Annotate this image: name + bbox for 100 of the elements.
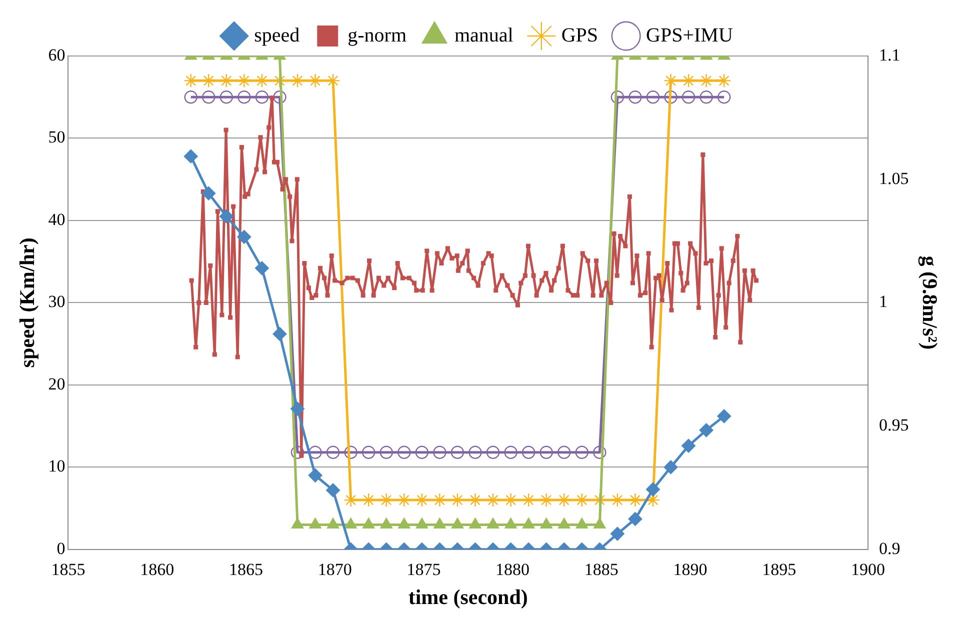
point <box>344 518 357 528</box>
point <box>699 74 714 88</box>
y2-tick-label: 1.05 <box>879 168 909 188</box>
point <box>504 446 518 459</box>
point <box>416 518 428 528</box>
point <box>309 518 322 528</box>
point <box>184 149 198 164</box>
point <box>664 460 678 474</box>
point <box>219 74 234 88</box>
point <box>540 446 553 459</box>
point <box>504 518 517 528</box>
y2-tick-label: 0.95 <box>879 416 909 435</box>
point <box>362 518 375 528</box>
point <box>575 446 588 459</box>
point <box>379 492 394 508</box>
point <box>682 438 696 453</box>
point <box>594 518 606 528</box>
x-tick-label: 1890 <box>673 560 708 580</box>
point <box>308 468 322 482</box>
point <box>326 446 340 459</box>
point <box>326 518 340 528</box>
point <box>308 74 322 88</box>
point <box>576 518 588 528</box>
point <box>202 186 216 200</box>
x-tick-label: 1860 <box>140 560 174 580</box>
point <box>557 492 572 508</box>
point <box>504 492 518 508</box>
point <box>610 90 624 104</box>
point <box>540 518 552 528</box>
legend-label: GPS+IMU <box>646 24 734 46</box>
point <box>362 446 376 459</box>
point <box>628 492 642 508</box>
y-tick-label: 30 <box>48 292 66 312</box>
point <box>486 446 500 459</box>
point <box>398 518 410 528</box>
y-axis-title: speed (Km/hr) <box>15 238 40 368</box>
y-tick-label: 50 <box>48 128 66 147</box>
point <box>558 518 570 528</box>
x-tick-label: 1895 <box>762 560 796 580</box>
y2-tick-label: 1 <box>879 292 888 312</box>
point <box>237 74 252 88</box>
x-tick-label: 1900 <box>851 560 886 580</box>
point <box>664 74 678 88</box>
x-tick-label: 1855 <box>51 560 86 580</box>
point <box>380 518 392 528</box>
point <box>255 90 269 104</box>
point <box>574 492 589 508</box>
point <box>486 518 500 528</box>
point <box>468 446 482 459</box>
y-tick-label: 60 <box>48 45 66 64</box>
point <box>272 326 287 341</box>
point <box>415 446 429 459</box>
y2-tick-label: 1.1 <box>879 45 900 64</box>
point <box>290 402 304 416</box>
point <box>220 90 233 104</box>
point <box>254 261 269 276</box>
point <box>558 446 571 459</box>
x-tick-label: 1880 <box>496 560 530 580</box>
x-tick-label: 1885 <box>584 560 618 580</box>
point <box>397 492 412 508</box>
point <box>700 90 713 104</box>
point <box>539 492 554 508</box>
point <box>272 74 287 88</box>
y-tick-label: 40 <box>48 210 66 229</box>
point <box>699 423 714 438</box>
point <box>628 90 642 104</box>
point <box>646 482 660 496</box>
point <box>433 446 446 459</box>
point <box>717 90 731 104</box>
legend-label: speed <box>254 24 300 46</box>
point <box>202 90 216 104</box>
y-tick-label: 20 <box>48 374 66 394</box>
point <box>469 518 482 528</box>
x-tick-label: 1865 <box>228 560 263 580</box>
y2-tick-label: 0.9 <box>879 538 900 558</box>
point <box>344 446 358 459</box>
point <box>717 409 732 424</box>
point <box>522 446 536 459</box>
point <box>450 446 464 459</box>
point <box>184 90 198 104</box>
x-tick-label: 1875 <box>406 560 441 580</box>
point <box>593 446 606 459</box>
point <box>451 518 464 528</box>
point <box>398 446 411 459</box>
point <box>592 492 607 508</box>
point <box>202 74 216 88</box>
point <box>468 492 482 508</box>
point <box>184 74 198 88</box>
point <box>238 90 251 104</box>
x-axis-title: time (second) <box>408 584 528 609</box>
point <box>308 446 322 459</box>
point <box>522 518 535 528</box>
point <box>610 526 624 541</box>
x-tick-label: 1870 <box>318 560 352 580</box>
point <box>664 90 678 104</box>
point <box>628 512 642 526</box>
y-tick-label: 0 <box>56 538 66 558</box>
point <box>432 492 447 508</box>
point <box>291 518 304 528</box>
legend-label: g-norm <box>348 24 407 46</box>
